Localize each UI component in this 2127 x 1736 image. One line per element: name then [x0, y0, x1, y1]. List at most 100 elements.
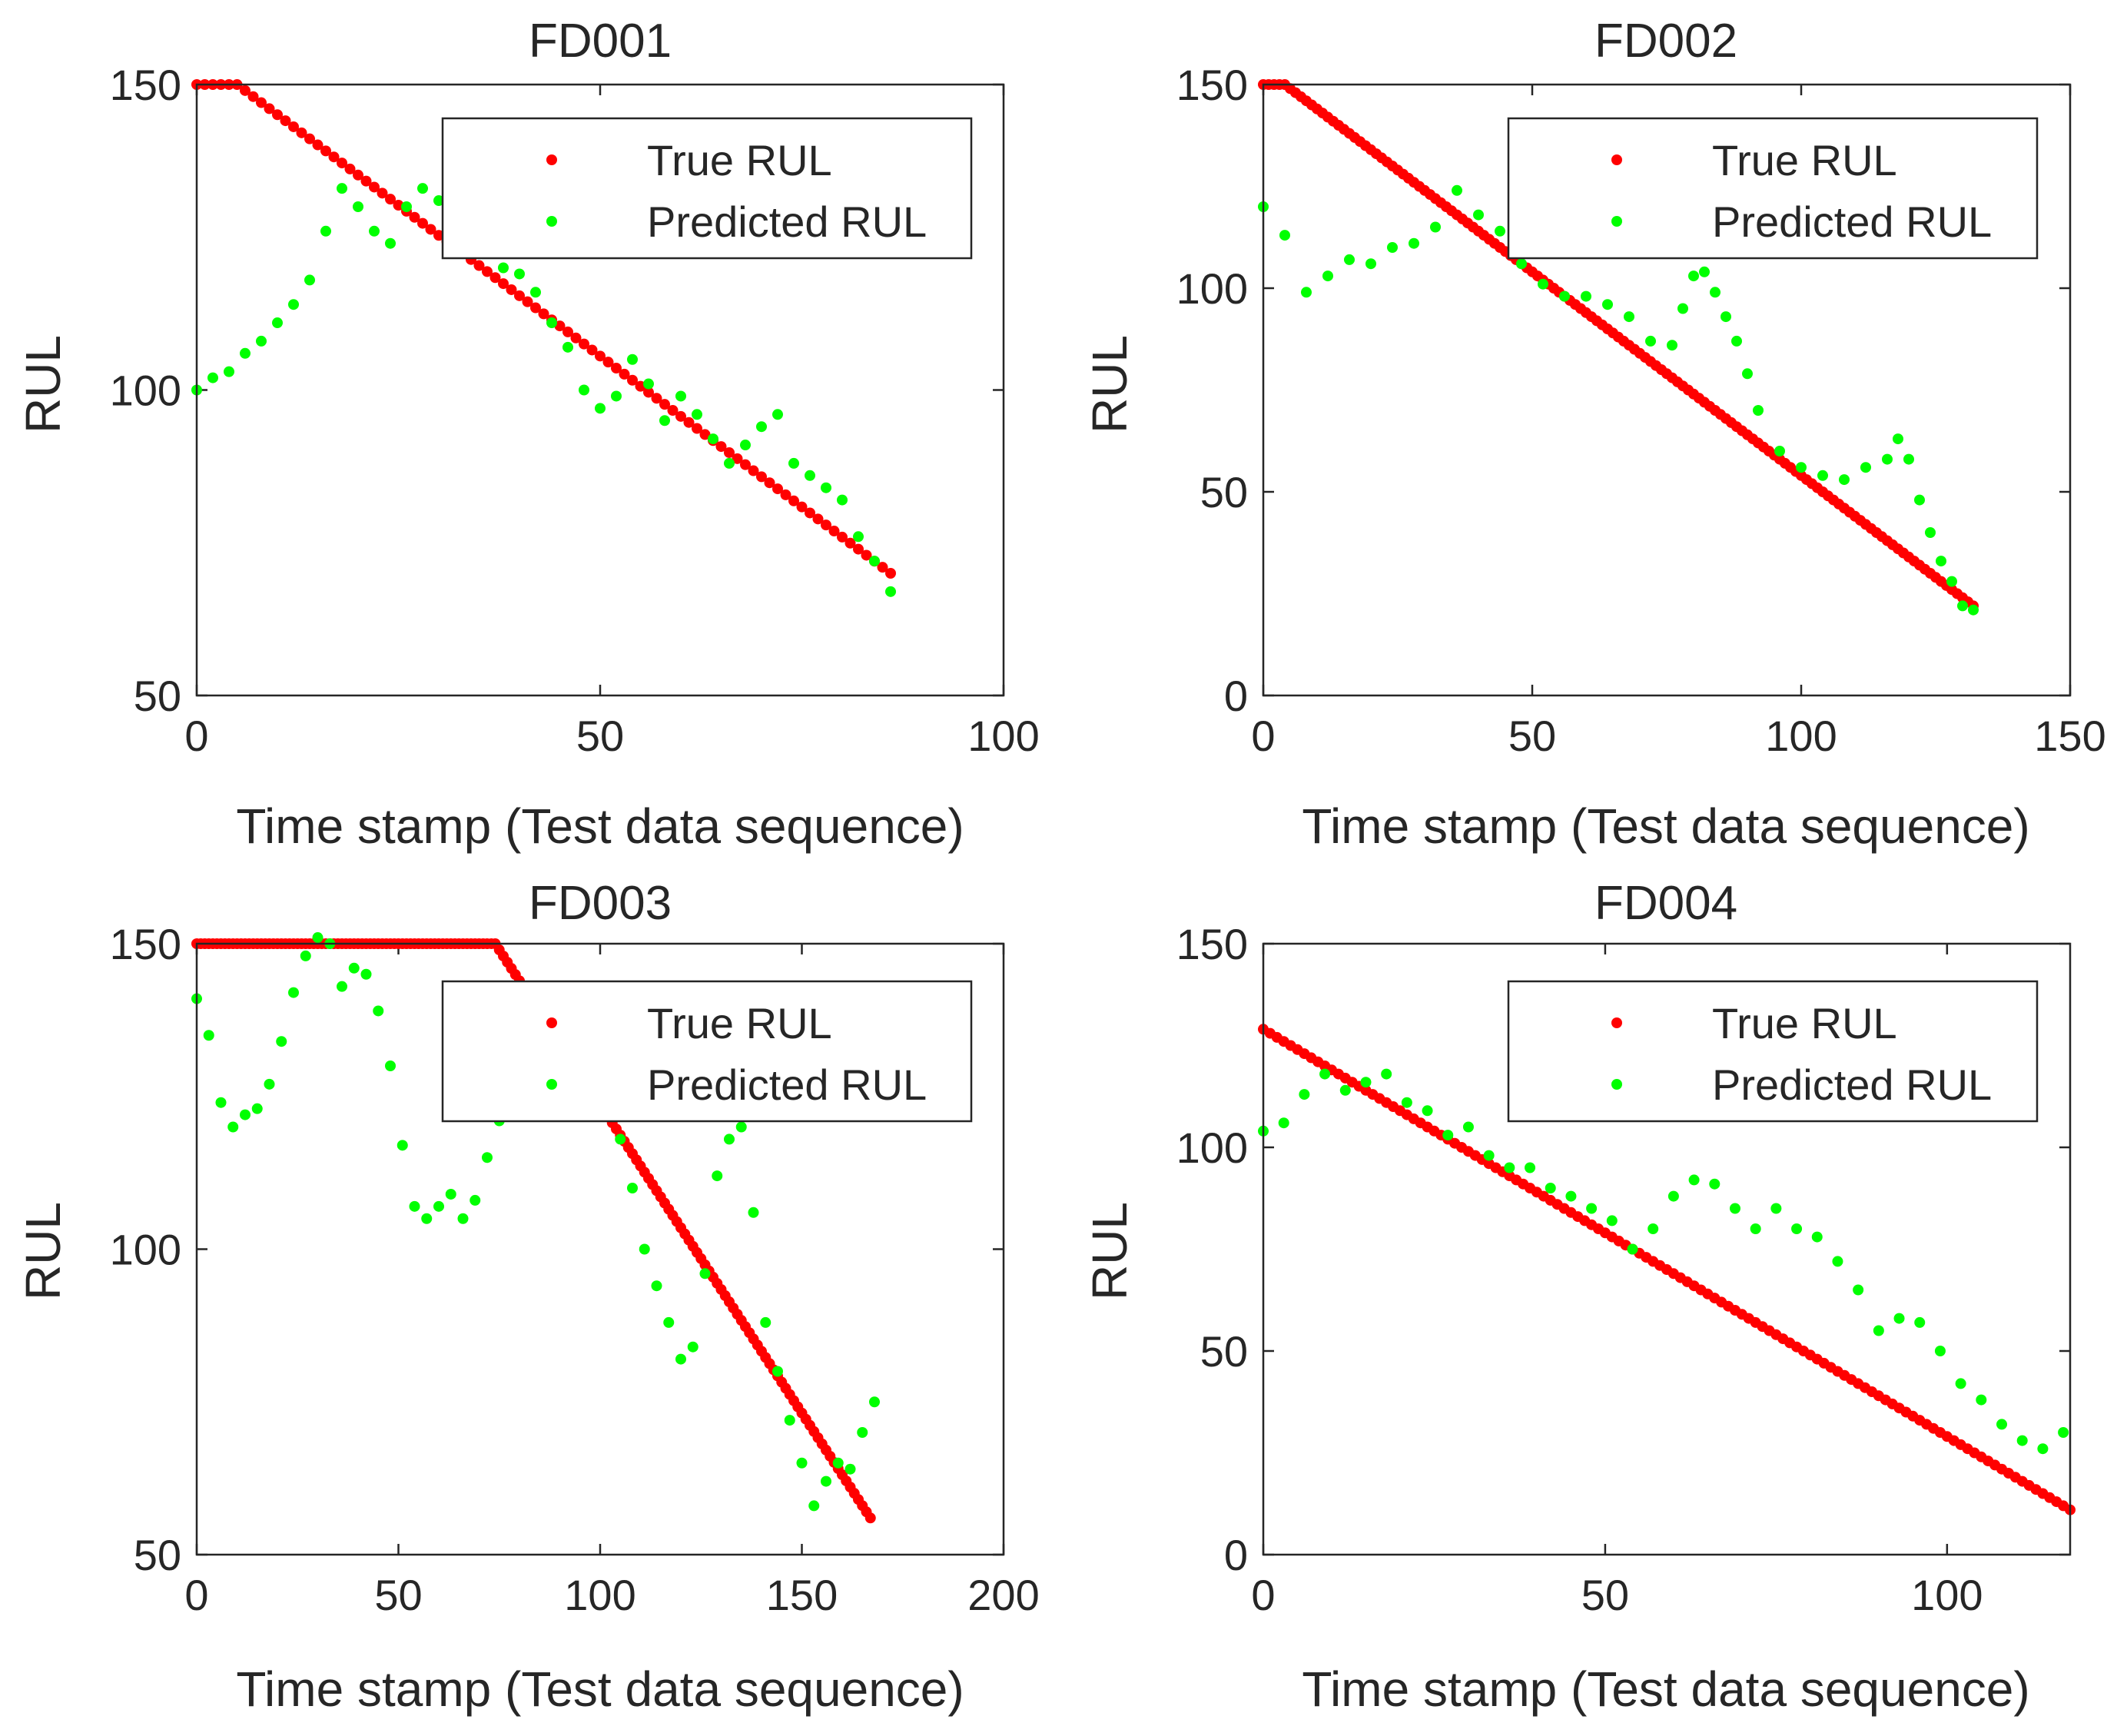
- x-tick-label: 0: [184, 712, 208, 760]
- true-rul-point: [667, 405, 679, 416]
- predicted-rul-point: [1344, 254, 1355, 265]
- predicted-rul-point: [1893, 1313, 1905, 1324]
- predicted-rul-point: [288, 987, 299, 998]
- true-rul-point: [715, 441, 727, 453]
- predicted-rul-point: [1934, 1346, 1946, 1356]
- predicted-rul-point: [1796, 462, 1807, 473]
- axes-box: [1262, 83, 2072, 697]
- predicted-rul-point: [251, 1103, 263, 1114]
- legend-true-rul-marker: [1611, 1017, 1622, 1028]
- predicted-rul-point: [300, 950, 311, 961]
- predicted-rul-point: [1688, 271, 1699, 282]
- x-tick-label: 0: [1251, 712, 1275, 760]
- predicted-rul-point: [788, 457, 799, 469]
- predicted-rul-point: [1301, 287, 1312, 298]
- true-rul-point: [288, 121, 299, 132]
- predicted-rul-point: [1873, 1325, 1884, 1336]
- y-tick-label: 150: [1176, 61, 1248, 109]
- predicted-rul-point: [498, 262, 509, 274]
- predicted-rul-point: [1914, 1316, 1926, 1328]
- axes-box: [1262, 942, 2072, 1556]
- predicted-rul-point: [1903, 453, 1914, 465]
- true-rul-point: [247, 91, 259, 102]
- true-rul-point: [417, 217, 428, 229]
- predicted-rul-point: [772, 409, 783, 420]
- predicted-rul-point: [1860, 462, 1871, 473]
- predicted-rul-point: [1996, 1419, 2008, 1430]
- legend-true-rul-marker: [546, 1017, 557, 1028]
- predicted-rul-point: [215, 1097, 227, 1108]
- chart-title: FD002: [1594, 15, 1737, 68]
- predicted-rul-point: [1677, 303, 1688, 314]
- predicted-rul-point: [760, 1316, 771, 1328]
- true-rul-point: [562, 326, 573, 337]
- legend-true-rul-label: True RUL: [647, 999, 832, 1047]
- predicted-rul-point: [1770, 1203, 1782, 1214]
- predicted-rul-point: [611, 390, 622, 402]
- predicted-rul-point: [1667, 340, 1677, 351]
- true-rul-point: [312, 139, 324, 151]
- predicted-rul-point: [409, 1200, 420, 1212]
- predicted-rul-point: [1753, 405, 1764, 416]
- axes-box: [195, 83, 1005, 697]
- predicted-rul-point: [385, 1061, 396, 1071]
- predicted-rul-point: [1774, 446, 1785, 456]
- predicted-rul-point: [643, 378, 654, 390]
- y-axis-label: RUL: [15, 1202, 71, 1300]
- legend-predicted-rul-label: Predicted RUL: [1712, 197, 1992, 246]
- x-tick-label: 150: [2034, 712, 2105, 760]
- predicted-rul-point: [417, 183, 428, 194]
- predicted-rul-point: [784, 1415, 795, 1426]
- predicted-rul-point: [1422, 1105, 1433, 1117]
- true-rul-point: [385, 194, 396, 205]
- true-rul-point: [595, 350, 606, 362]
- predicted-rul-point: [663, 1316, 675, 1328]
- predicted-rul-point: [1925, 527, 1936, 538]
- panel-fd001: FD001 RUL Time stamp (Test data sequence…: [15, 15, 1040, 854]
- predicted-rul-point: [1968, 604, 1979, 616]
- predicted-rul-point: [712, 1170, 723, 1182]
- predicted-rul-point: [1893, 433, 1903, 445]
- true-rul-point: [337, 158, 347, 169]
- x-tick-label: 50: [1508, 712, 1556, 760]
- y-tick-label: 100: [110, 367, 181, 415]
- true-rul-point: [579, 338, 589, 350]
- x-axis-label: Time stamp (Test data sequence): [236, 1661, 964, 1717]
- x-tick-label: 100: [564, 1571, 635, 1619]
- x-tick-label: 100: [967, 712, 1039, 760]
- panel-fd004: FD004 RUL Time stamp (Test data sequence…: [1082, 877, 2076, 1717]
- predicted-rul-point: [272, 317, 283, 329]
- true-rul-point: [756, 471, 767, 483]
- predicted-rul-point: [735, 1121, 747, 1133]
- predicted-rul-point: [1811, 1231, 1823, 1243]
- predicted-rul-point: [1839, 474, 1850, 486]
- true-rul-point: [360, 175, 372, 187]
- predicted-rul-point: [348, 962, 360, 974]
- predicted-rul-point: [373, 1005, 384, 1017]
- y-tick-label: 150: [110, 61, 181, 109]
- predicted-rul-point: [1710, 287, 1721, 298]
- predicted-rul-point: [1365, 258, 1376, 270]
- predicted-rul-point: [740, 440, 751, 451]
- predicted-rul-point: [1559, 290, 1570, 302]
- y-tick-label: 50: [1200, 468, 1248, 516]
- predicted-rul-point: [203, 1030, 214, 1041]
- true-rul-point: [805, 507, 815, 519]
- predicted-rul-point: [1545, 1183, 1556, 1193]
- true-rul-point: [619, 368, 630, 380]
- predicted-rul-point: [1645, 335, 1656, 347]
- legend-true-rul-label: True RUL: [1712, 136, 1897, 184]
- predicted-rul-point: [1387, 242, 1398, 253]
- predicted-rul-point: [756, 421, 767, 433]
- true-rul-point: [699, 429, 711, 440]
- predicted-rul-point: [401, 201, 412, 212]
- true-rul-point: [538, 308, 549, 320]
- true-rul-point: [489, 272, 501, 284]
- predicted-rul-point: [821, 1475, 831, 1487]
- x-tick-label: 150: [766, 1571, 838, 1619]
- predicted-rul-point: [1914, 494, 1925, 506]
- predicted-rul-point: [805, 470, 815, 481]
- true-rul-point: [264, 103, 275, 115]
- predicted-rul-point: [514, 268, 525, 280]
